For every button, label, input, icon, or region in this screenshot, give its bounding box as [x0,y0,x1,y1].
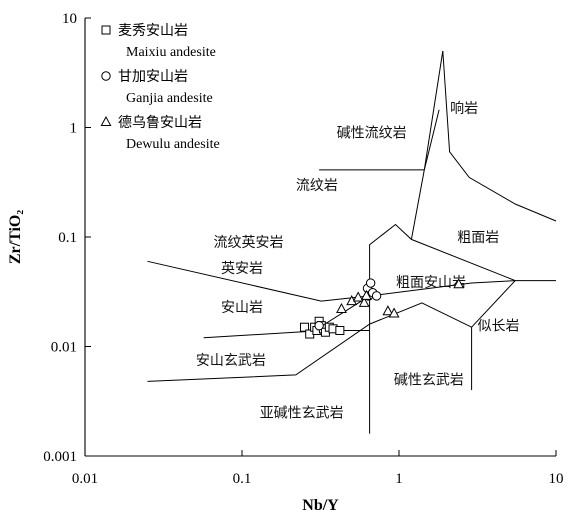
circle-data-point [365,278,376,288]
triangle-data-point [358,296,370,307]
data-points [299,278,465,339]
legend-label-en: Maixiu andesite [126,45,216,60]
legend-circle-icon [101,71,111,81]
y-tick-label: 0.01 [51,340,77,356]
legend: 麦秀安山岩 Maixiu andesite 甘加安山岩 Ganjia andesite… [100,23,220,152]
region-label: 响岩 [450,101,478,117]
legend-label-zh: 甘加安山岩 [118,69,188,85]
boundary-line-1 [147,260,370,302]
x-tick-label: 0.01 [72,471,98,487]
x-axis-title: Nb/Y [302,497,339,514]
rock-field-boundaries [147,50,557,434]
x-axis-ticks: 0.01 0.1 1 10 [72,450,564,487]
region-label: 碱性流纹岩 [337,126,407,142]
y-axis-ticks: 0.001 0.01 0.1 1 10 [43,11,91,465]
x-tick-label: 0.1 [233,471,252,487]
boundary-line-2 [203,330,370,339]
square-data-point [299,322,309,332]
legend-label-zh: 德乌鲁安山岩 [118,115,202,131]
region-label: 流纹岩 [296,178,338,194]
legend-triangle-icon [100,115,112,126]
boundary-line-8 [423,50,444,170]
x-tick-label: 10 [549,471,564,487]
region-label: 粗面安山岩 [396,275,466,291]
y-tick-label: 0.001 [43,449,77,465]
triangle-data-point [382,305,394,316]
circle-data-point [371,291,382,301]
region-label: 英安岩 [221,260,263,277]
legend-label-en: Dewulu andesite [126,137,220,152]
triangle-data-point [360,289,372,300]
triangle-data-point [336,302,347,313]
y-tick-label: 10 [62,11,77,27]
y-tick-label: 0.1 [58,230,77,246]
region-label: 亚碱性玄武岩 [260,404,344,421]
square-data-point [335,325,345,335]
boundary-line-4 [369,223,516,434]
boundary-line-10 [442,50,557,222]
region-label: 安山岩 [221,300,263,316]
region-label: 粗面岩 [457,230,499,246]
region-label: 似长岩 [477,319,519,335]
legend-label-en: Ganjia andesite [126,91,213,106]
triangle-data-point [388,307,400,318]
region-label: 安山玄武岩 [196,352,266,369]
boundary-line-5 [314,280,516,331]
legend-label-zh: 麦秀安山岩 [118,23,188,39]
y-tick-label: 1 [70,121,78,137]
boundary-line-9 [423,109,440,171]
triangle-data-point [352,291,364,302]
circle-data-point [314,320,324,331]
x-tick-label: 1 [395,471,403,487]
region-label: 流纹英安岩 [213,234,283,251]
triangle-data-point [453,278,465,289]
region-label: 碱性玄武岩 [394,371,464,388]
legend-square-icon [101,25,111,35]
y-axis-title: Zr/TiO₂ [7,210,24,264]
boundary-line-6 [410,169,425,240]
